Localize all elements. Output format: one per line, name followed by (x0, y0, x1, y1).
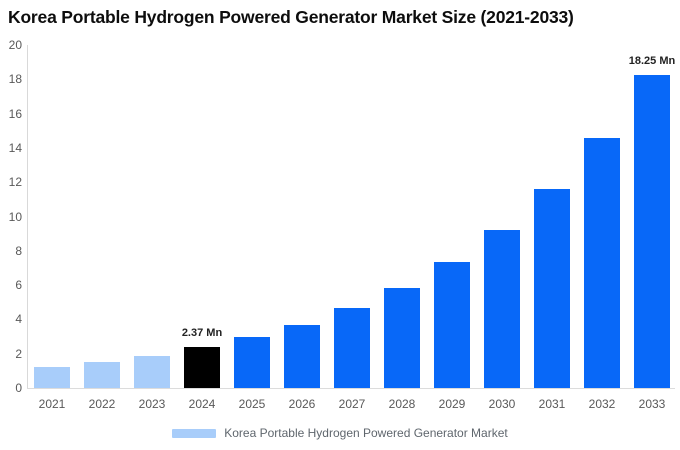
x-tick-label-2033: 2033 (638, 397, 666, 411)
chart-title: Korea Portable Hydrogen Powered Generato… (8, 7, 574, 27)
x-tick-label-2021: 2021 (38, 397, 66, 411)
value-label-2033: 18.25 Mn (628, 55, 676, 67)
legend-label: Korea Portable Hydrogen Powered Generato… (224, 426, 508, 440)
x-axis-line (27, 388, 675, 389)
x-tick-label-2031: 2031 (538, 397, 566, 411)
x-tick-label-2028: 2028 (388, 397, 416, 411)
bar-2030[interactable] (484, 230, 520, 388)
x-tick-label-2032: 2032 (588, 397, 616, 411)
y-tick-label-8: 8 (15, 243, 22, 258)
bar-2032[interactable] (584, 138, 620, 388)
x-tick-label-2025: 2025 (238, 397, 266, 411)
y-tick-label-12: 12 (8, 175, 22, 190)
bar-2021[interactable] (34, 367, 70, 388)
bar-2027[interactable] (334, 308, 370, 388)
y-tick-label-14: 14 (8, 140, 22, 155)
x-tick-label-2029: 2029 (438, 397, 466, 411)
bar-2025[interactable] (234, 337, 270, 388)
y-tick-label-20: 20 (8, 38, 22, 52)
bar-2028[interactable] (384, 287, 420, 388)
y-tick-label-2: 2 (15, 346, 22, 361)
legend-swatch-icon (172, 428, 217, 438)
value-label-2024: 2.37 Mn (181, 327, 223, 340)
x-tick-label-2022: 2022 (88, 397, 116, 411)
x-tick-label-2026: 2026 (288, 397, 316, 411)
y-tick-label-6: 6 (15, 278, 22, 293)
x-tick-label-2027: 2027 (338, 397, 366, 411)
x-tick-label-2030: 2030 (488, 397, 516, 411)
bar-2022[interactable] (84, 362, 120, 388)
y-tick-label-0: 0 (15, 381, 22, 395)
legend-item[interactable]: Korea Portable Hydrogen Powered Generato… (0, 425, 680, 441)
bar-2029[interactable] (434, 261, 470, 388)
y-axis-line (27, 45, 28, 388)
y-tick-label-10: 10 (8, 209, 22, 224)
bar-2026[interactable] (284, 324, 320, 388)
bar-2033[interactable] (634, 75, 670, 388)
bar-2023[interactable] (134, 356, 170, 388)
y-tick-label-18: 18 (8, 72, 22, 87)
y-tick-label-16: 16 (8, 106, 22, 121)
bar-2024[interactable] (184, 347, 220, 388)
y-tick-label-4: 4 (15, 312, 22, 327)
x-tick-label-2024: 2024 (188, 397, 216, 411)
bar-2031[interactable] (534, 189, 570, 388)
x-tick-label-2023: 2023 (138, 397, 166, 411)
